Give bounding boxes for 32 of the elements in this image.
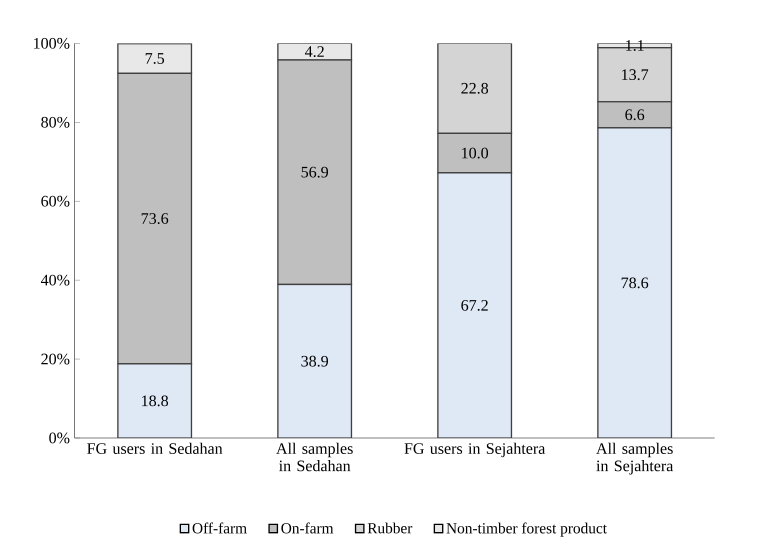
y-tick-label: 80% — [41, 116, 70, 128]
y-tick-label: 0% — [49, 432, 70, 444]
legend-label: On-farm — [281, 522, 334, 534]
legend-label: Off-farm — [192, 522, 247, 534]
data-label: 73.6 — [142, 213, 168, 224]
bar — [277, 284, 352, 438]
bar — [117, 363, 192, 438]
data-label: 22.8 — [461, 82, 488, 94]
data-label: 7.5 — [146, 53, 164, 64]
data-label: 10.0 — [462, 148, 488, 158]
data-label: 4.2 — [304, 46, 324, 58]
x-tick-label: All samples in Sedahan — [276, 442, 353, 472]
data-label: 18.8 — [142, 395, 168, 406]
bar — [117, 43, 192, 74]
y-tick-label: 20% — [41, 354, 70, 364]
data-label: 56.9 — [302, 166, 328, 178]
x-tick-label: FG users in Sedahan — [87, 442, 222, 454]
legend-label: Non-timber forest product — [446, 522, 607, 537]
y-tick-label: 60% — [41, 196, 70, 207]
data-label: 67.2 — [461, 300, 488, 311]
x-tick-label: All samples in Sejahtera — [596, 442, 674, 475]
y-tick-label: 40% — [40, 274, 70, 286]
bar — [597, 127, 672, 438]
data-label: 38.9 — [301, 356, 328, 367]
legend-label: Rubber — [368, 522, 412, 534]
data-label: 6.6 — [625, 109, 644, 120]
data-label: 13.7 — [622, 69, 648, 80]
bar — [437, 172, 512, 438]
x-tick-label: FG users in Sejahtera — [404, 442, 546, 458]
bar — [437, 43, 512, 134]
y-tick-label: 100% — [34, 38, 70, 49]
data-label: 78.6 — [622, 277, 648, 288]
